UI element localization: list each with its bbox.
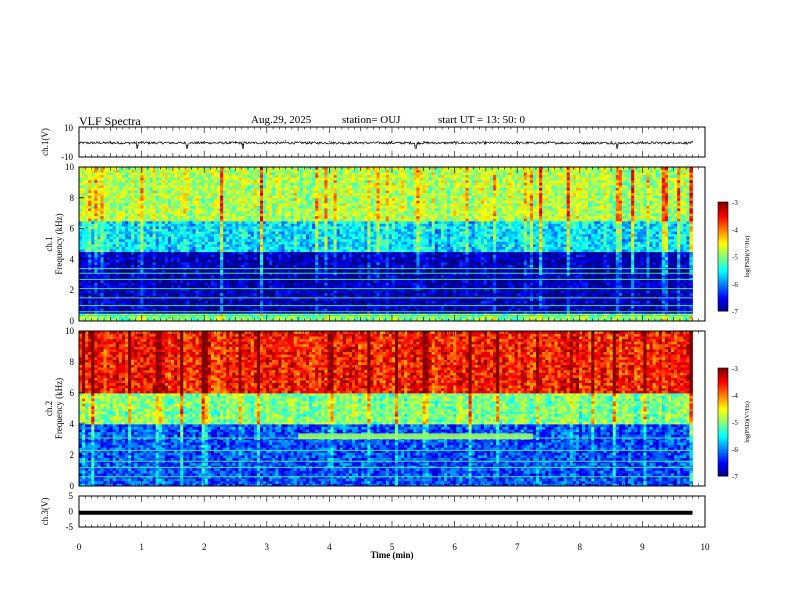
ch1-point: [691, 141, 694, 143]
x-tick-label: 7: [515, 542, 520, 552]
x-tick-label: 8: [578, 542, 583, 552]
ch1-point: [454, 140, 456, 143]
ch1-spectrogram-colorbar-tick: -5: [732, 254, 738, 262]
ch1-point: [641, 140, 644, 143]
ch1-spectrogram-cells: [79, 167, 693, 322]
ch1-spectrogram-ytick: 8: [70, 193, 75, 203]
ch2-spectrogram-colorbar-tick: -7: [732, 473, 738, 481]
ch2-spectrogram-ytick: 10: [65, 326, 75, 336]
ch1-point: [136, 145, 138, 147]
ch2-spectrogram-colorbar-tick: -6: [732, 446, 738, 454]
ch1-ytick: 10: [64, 123, 74, 133]
ch1-spectrogram-channel-label: ch.1: [44, 236, 54, 251]
x-tick-label: 2: [202, 542, 207, 552]
ch1-spectrogram-colorbar-label: log(PSD)(V²/Hz): [744, 236, 751, 277]
ch2-spectrogram-ytick: 2: [70, 450, 75, 460]
ch3-waveform-panel: [78, 495, 706, 528]
ch2-spectrogram-ytick: 4: [70, 419, 75, 429]
ch1-ylabel: ch.1(V): [40, 128, 50, 156]
ch1-point: [360, 142, 362, 144]
ch1-point: [234, 141, 237, 143]
ch1-point: [284, 140, 287, 142]
ch3-ytick: -5: [66, 522, 74, 532]
ch2-spectrogram-cells: [79, 331, 693, 487]
x-axis-label: Time (min): [370, 550, 413, 560]
ch2-spectrogram-colorbar-tick: -3: [732, 365, 738, 373]
ch1-point: [673, 141, 675, 143]
ch1-point: [610, 141, 612, 143]
ch1-point: [172, 142, 174, 144]
date-label: Aug.29, 2025: [251, 114, 311, 126]
x-tick-label: 10: [701, 542, 711, 552]
ch2-spectrogram-ytick: 0: [70, 481, 75, 491]
x-tick-label: 3: [265, 542, 270, 552]
ch2-spectrogram-emission-band: [298, 433, 533, 440]
x-tick-label: 6: [452, 542, 457, 552]
ch1-spectrogram-colorbar-tick: -3: [732, 199, 738, 207]
ch1-spectrogram-colorbar: [717, 201, 729, 312]
ch1-point: [391, 140, 393, 142]
ch3-ytick: 0: [69, 507, 74, 517]
ch2-spectrogram-panel: [78, 330, 729, 487]
ch1-point: [516, 140, 518, 142]
ch1-point: [579, 141, 581, 144]
ch2-spectrogram-colorbar-label: log(PSD)(V²/Hz): [744, 401, 751, 442]
x-tick-label: 9: [640, 542, 645, 552]
ch2-spectrogram-colorbar-tick: -5: [732, 419, 738, 427]
ch1-point: [422, 141, 424, 143]
ch1-spectrogram-ytick: 0: [70, 316, 75, 326]
start-time-label: start UT = 13: 50: 0: [438, 114, 525, 126]
ch3-ytick: 5: [69, 491, 74, 501]
ch1-point: [415, 145, 417, 147]
ch1-spectrogram-ytick: 4: [70, 254, 75, 264]
ch1-point: [203, 140, 205, 143]
x-tick-label: 4: [327, 542, 332, 552]
ch1-spectrogram-ytick: 6: [70, 224, 75, 234]
ch1-spectrogram-panel: [78, 166, 729, 322]
station-label: station= OUJ: [342, 114, 400, 126]
ch1-spectrogram-ytick: 2: [70, 285, 75, 295]
figure-title: VLF Spectra: [79, 114, 141, 129]
ch1-spectrogram-colorbar-tick: -6: [732, 281, 738, 289]
ch1-trace: [78, 140, 693, 149]
ch1-point: [297, 141, 299, 143]
ch1-spectrogram-colorbar-tick: -7: [732, 308, 738, 316]
ch1-point: [328, 140, 330, 143]
ch1-point: [186, 145, 188, 147]
ch1-point: [141, 141, 143, 143]
ch1-point: [109, 140, 111, 142]
ch2-spectrogram-colorbar-tick: -4: [732, 392, 738, 400]
ch1-point: [266, 140, 268, 142]
ch1-point: [485, 141, 487, 143]
ch2-spectrogram-ytick: 6: [70, 388, 75, 398]
ch2-spectrogram-channel-label: ch.2: [44, 401, 54, 416]
ch1-spectrogram-ylabel: Frequency (kHz): [54, 213, 64, 274]
ch1-spectrogram-ytick: 10: [65, 162, 75, 172]
ch2-spectrogram-ytick: 8: [70, 357, 75, 367]
ch1-point: [242, 144, 244, 146]
ch1-point: [547, 141, 550, 143]
ch1-point: [78, 141, 80, 144]
ch1-waveform-panel: [78, 126, 706, 158]
ch1-spectrogram-colorbar-tick: -4: [732, 226, 738, 234]
ch2-spectrogram-ylabel: Frequency (kHz): [54, 378, 64, 439]
x-tick-label: 5: [390, 542, 395, 552]
ch3-ylabel: ch.3(V): [40, 498, 50, 526]
x-tick-label: 1: [139, 542, 144, 552]
ch1-ytick: -10: [61, 152, 73, 162]
ch2-spectrogram-colorbar: [717, 367, 729, 477]
x-tick-label: 0: [77, 542, 82, 552]
ch1-point: [616, 144, 618, 146]
